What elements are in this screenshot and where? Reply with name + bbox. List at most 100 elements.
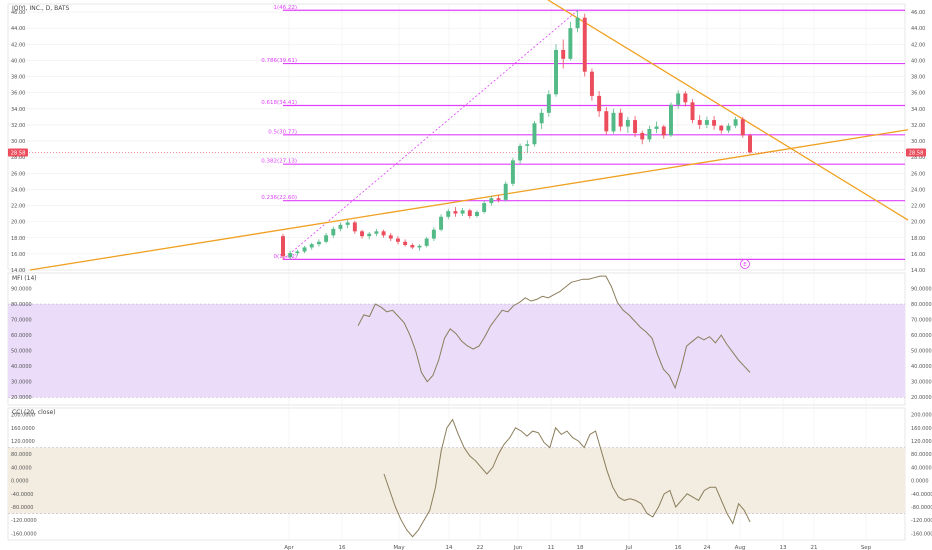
candle-body <box>309 244 314 248</box>
x-tick-label: 13 <box>780 545 787 550</box>
price-tick-label-right: 24.00 <box>911 187 925 193</box>
cci-tick-label-right: -80.0000 <box>911 505 932 511</box>
cci-tick-label-right: -160.0000 <box>911 531 932 537</box>
candle-body <box>719 125 724 131</box>
cci-tick-label-left: 0.0000 <box>11 479 29 485</box>
candle-body <box>381 231 386 236</box>
candle-body <box>467 210 472 216</box>
cci-series-line <box>383 418 751 538</box>
candle-body <box>489 198 494 204</box>
cci-tick-label-left: 80.0000 <box>11 452 32 458</box>
price-tick-label-left: 18.00 <box>11 236 25 242</box>
price-tick-label-right: 18.00 <box>911 236 925 242</box>
x-tick-label: Jul <box>625 545 633 550</box>
price-tick-label-left: 24.00 <box>11 187 25 193</box>
cci-tick-label-right: -120.0000 <box>911 518 932 524</box>
candle-body <box>625 120 630 127</box>
candle-body <box>683 93 688 103</box>
indicator-bands <box>8 303 905 514</box>
fib-level-label: 0.5(30.77) <box>268 129 297 135</box>
fib-level-label: 0.236(22.60) <box>261 195 297 201</box>
candle-body <box>503 183 508 200</box>
candle-body <box>697 120 702 125</box>
price-tick-label-right: 32.00 <box>911 123 925 129</box>
cci-tick-label-left: -40.0000 <box>11 492 33 498</box>
price-tick-label-right: 14.00 <box>911 268 925 274</box>
x-tick-label: Sep <box>861 545 872 550</box>
candle-body <box>668 104 673 136</box>
cci-tick-label-right: 0.0000 <box>911 479 929 485</box>
candle-body <box>618 112 623 127</box>
current-price-badge-right-text: 28.58 <box>909 150 924 156</box>
mfi-title: MFI (14) <box>12 275 37 282</box>
event-marker[interactable]: E <box>740 259 750 269</box>
event-marker-label: E <box>743 262 747 268</box>
candle-body <box>575 17 580 29</box>
mfi-series-line <box>357 275 751 390</box>
axis-labels: Apr 16 May 14 22 Jun 11 18 Jul 16 24 Aug 13 21 Sep 46.0… <box>8 10 932 550</box>
mfi-tick-label-right: 40.0000 <box>911 364 932 370</box>
price-tick-label-left: 34.00 <box>11 107 25 113</box>
cci-title: CCI (20, close) <box>12 409 56 416</box>
price-tick-label-left: 30.00 <box>11 139 25 145</box>
x-tick-label: 16 <box>339 545 346 550</box>
candle-body <box>518 145 523 161</box>
candle-body <box>324 235 329 242</box>
candlesticks <box>281 10 752 260</box>
cci-tick-label-left: -80.0000 <box>11 505 33 511</box>
cci-tick-label-left: -160.0000 <box>11 531 37 537</box>
candle-body <box>510 160 515 184</box>
x-tick-label: 24 <box>704 545 711 550</box>
candle-body <box>496 198 501 200</box>
mfi-tick-label-right: 80.0000 <box>911 302 932 308</box>
price-tick-label-left: 26.00 <box>11 171 25 177</box>
candle-body <box>604 111 609 132</box>
mfi-tick-label-left: 40.0000 <box>11 364 32 370</box>
candle-body <box>446 211 451 217</box>
fib-level-label: 1(46.22) <box>273 5 297 11</box>
candle-body <box>726 125 731 131</box>
candle-body <box>740 119 745 136</box>
candle-body <box>482 203 487 212</box>
candle-body <box>410 245 415 248</box>
candle-body <box>633 120 638 133</box>
mfi-tick-label-left: 30.0000 <box>11 380 32 386</box>
candle-body <box>360 231 365 237</box>
candle-body <box>532 123 537 145</box>
mfi-tick-label-left: 80.0000 <box>11 302 32 308</box>
price-tick-label-left: 46.00 <box>11 10 25 16</box>
candle-body <box>733 119 738 126</box>
current-price-badge-left-text: 28.58 <box>11 150 26 156</box>
candle-body <box>338 224 343 229</box>
candle-body <box>561 49 566 59</box>
candle-body <box>525 144 530 146</box>
candle-body <box>374 231 379 234</box>
candle-body <box>748 135 752 153</box>
current-price-badge-left <box>8 148 28 157</box>
candle-body <box>439 216 444 230</box>
candle-body <box>690 102 695 121</box>
mfi-tick-label-right: 70.0000 <box>911 318 932 324</box>
candle-body <box>554 49 558 95</box>
candle-body <box>475 211 479 216</box>
price-tick-label-right: 40.00 <box>911 58 925 64</box>
candle-body <box>316 241 321 245</box>
resistance-trendline <box>547 0 909 221</box>
mfi-tick-label-left: 60.0000 <box>11 333 32 339</box>
mfi-tick-label-right: 60.0000 <box>911 333 932 339</box>
mfi-tick-label-right: 90.0000 <box>911 287 932 293</box>
cci-tick-label-left: 160.0000 <box>11 426 35 432</box>
symbol-title: IQIYI, INC., D, BATS <box>12 5 70 12</box>
price-tick-label-right: 34.00 <box>911 107 925 113</box>
cci-tick-label-right: 160.0000 <box>911 426 932 432</box>
candle-body <box>331 228 336 236</box>
candle-body <box>352 222 357 232</box>
price-tick-label-left: 38.00 <box>11 75 25 81</box>
price-tick-label-left: 14.00 <box>11 268 25 274</box>
price-tick-label-right: 46.00 <box>911 10 925 16</box>
fib-level-label: 0(15.32) <box>273 254 297 260</box>
price-tick-label-left: 42.00 <box>11 42 25 48</box>
cci-band <box>8 447 905 514</box>
price-tick-label-right: 30.00 <box>911 139 925 145</box>
